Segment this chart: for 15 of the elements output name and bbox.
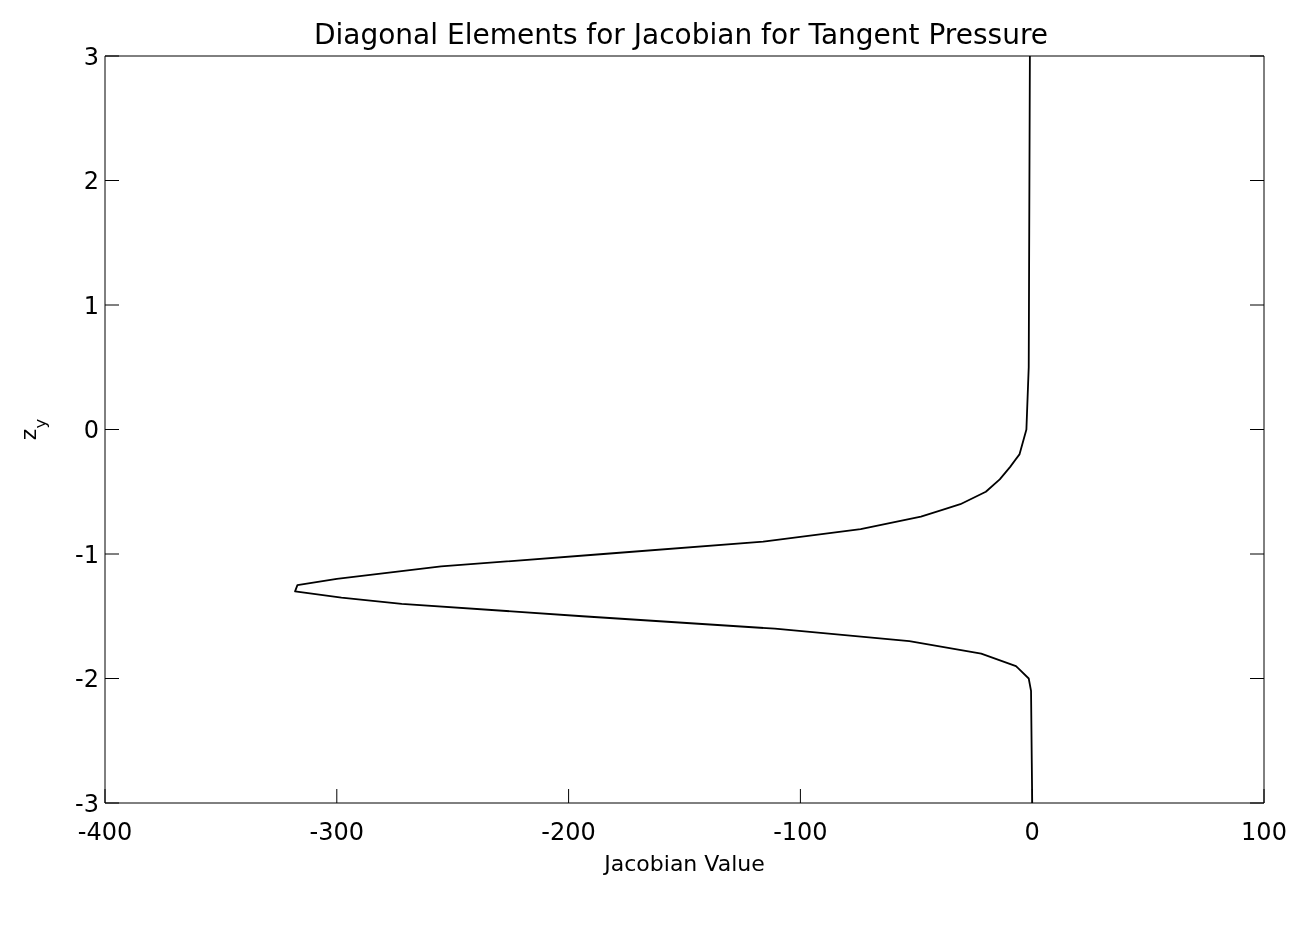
y-tick-label: -3 xyxy=(75,789,99,818)
x-axis-title: Jacobian Value xyxy=(602,851,765,876)
y-tick-label: 3 xyxy=(83,42,99,71)
x-tick-label: 0 xyxy=(1024,818,1040,847)
y-tick-label: 1 xyxy=(83,291,99,320)
y-tick-label: 2 xyxy=(83,167,99,196)
x-tick-label: -200 xyxy=(541,818,596,847)
chart-title: Diagonal Elements for Jacobian for Tangent Pressure xyxy=(313,18,1049,51)
x-tick-label: -400 xyxy=(77,818,133,847)
x-tick-label: -100 xyxy=(773,818,828,847)
x-tick-label: -300 xyxy=(309,818,365,847)
y-tick-label: 0 xyxy=(83,416,99,445)
y-tick-label: -1 xyxy=(75,540,99,569)
y-tick-label: -2 xyxy=(75,665,99,694)
x-tick-label: 100 xyxy=(1241,818,1287,847)
